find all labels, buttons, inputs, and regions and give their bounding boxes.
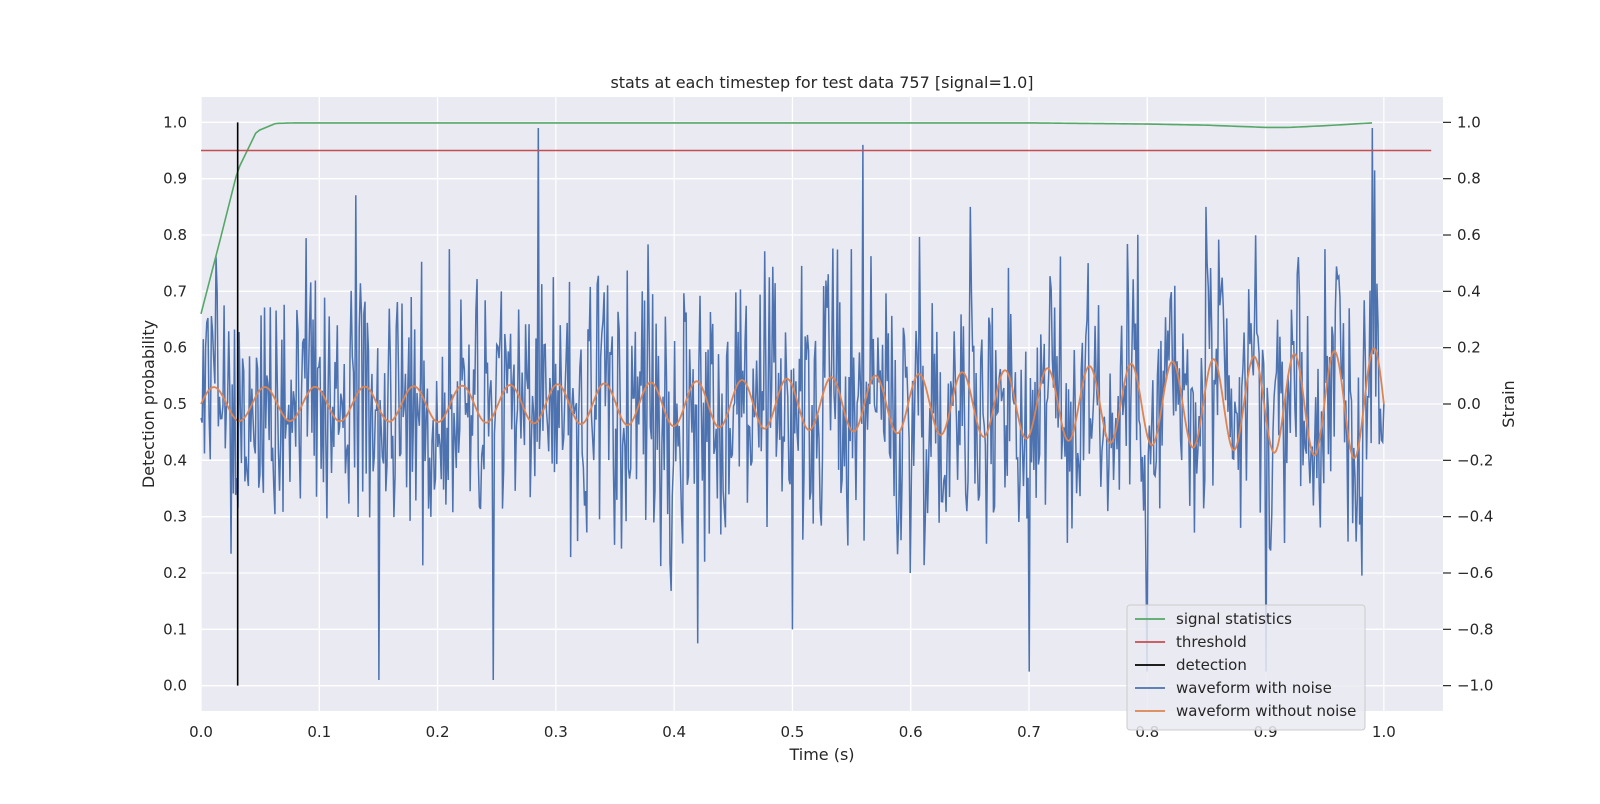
x-tick-label: 1.0 — [1372, 723, 1396, 741]
y-tick-label: 0.0 — [163, 677, 187, 695]
y-axis-label: Detection probability — [139, 320, 158, 488]
x-tick-label: 0.6 — [899, 723, 923, 741]
legend-label: waveform without noise — [1176, 702, 1356, 720]
x-tick-label: 0.2 — [426, 723, 450, 741]
y2-tick-label: 0.4 — [1457, 282, 1481, 300]
y-tick-label: 0.2 — [163, 564, 187, 582]
y-ticks-right: −1.0 −0.8 −0.6 −0.4 −0.2 0.0 0.2 0.4 0.6 0.8 1.0 — [1443, 113, 1493, 695]
y2-tick-label: −0.2 — [1457, 451, 1493, 469]
y-tick-label: 0.9 — [163, 170, 187, 188]
y-tick-label: 0.6 — [163, 339, 187, 357]
x-ticks: 0.0 0.1 0.2 0.3 0.4 0.5 0.6 0.7 0.8 0.9 1.0 — [189, 723, 1396, 741]
x-axis-label: Time (s) — [788, 745, 854, 764]
x-tick-label: 0.3 — [544, 723, 568, 741]
x-tick-label: 0.4 — [662, 723, 686, 741]
x-tick-label: 0.0 — [189, 723, 213, 741]
y2-tick-label: −1.0 — [1457, 677, 1493, 695]
series-waveform-with-noise — [200, 127, 1385, 681]
y-tick-label: 0.3 — [163, 508, 187, 526]
y-tick-label: 0.1 — [163, 620, 187, 638]
y-tick-label: 0.8 — [163, 226, 187, 244]
legend-label: detection — [1176, 656, 1247, 674]
y2-tick-label: 0.0 — [1457, 395, 1481, 413]
chart-title: stats at each timestep for test data 757… — [610, 73, 1033, 92]
legend-box — [1126, 604, 1366, 731]
y2-tick-label: −0.6 — [1457, 564, 1493, 582]
x-tick-label: 0.1 — [307, 723, 331, 741]
y2-tick-label: 0.2 — [1457, 339, 1481, 357]
y-tick-label: 1.0 — [163, 113, 187, 131]
y2-tick-label: −0.8 — [1457, 620, 1493, 638]
y-ticks-left: 0.0 0.1 0.2 0.3 0.4 0.5 0.6 0.7 0.8 0.9 1.0 — [163, 113, 187, 694]
y2-tick-label: 0.8 — [1457, 170, 1481, 188]
y2-tick-label: 0.6 — [1457, 226, 1481, 244]
x-tick-label: 0.7 — [1017, 723, 1041, 741]
y2-tick-label: 1.0 — [1457, 113, 1481, 131]
legend-label: threshold — [1176, 633, 1247, 651]
y-tick-label: 0.7 — [163, 282, 187, 300]
plot-lines — [200, 122, 1432, 686]
legend: signal statistics threshold detection wavef… — [1126, 604, 1366, 731]
y2-tick-label: −0.4 — [1457, 508, 1493, 526]
series-signal-statistics — [200, 122, 1373, 315]
legend-label: signal statistics — [1176, 610, 1292, 628]
legend-label: waveform with noise — [1176, 679, 1332, 697]
y2-axis-label: Strain — [1499, 380, 1518, 427]
x-tick-label: 0.5 — [780, 723, 804, 741]
series-waveform-without-noise — [200, 347, 1385, 460]
y-tick-label: 0.4 — [163, 451, 187, 469]
y-tick-label: 0.5 — [163, 395, 187, 413]
